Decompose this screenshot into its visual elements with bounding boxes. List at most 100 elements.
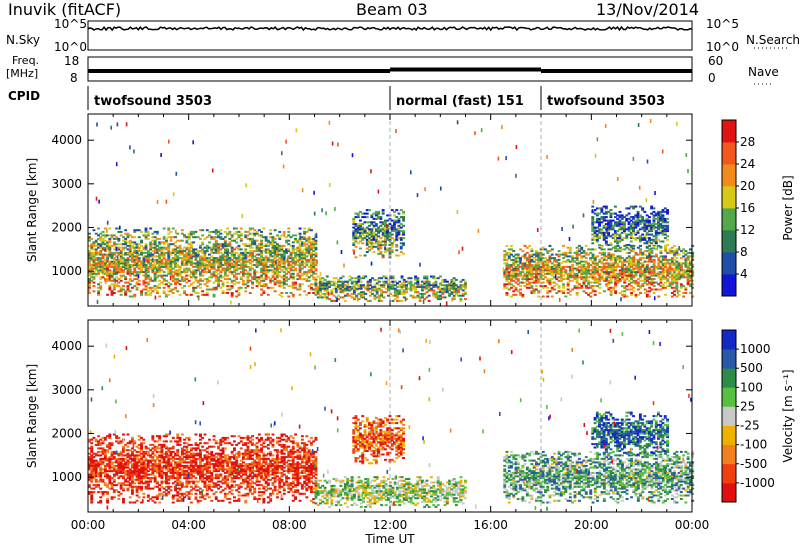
data-cell	[530, 260, 534, 263]
data-cell	[230, 272, 234, 275]
data-cell	[282, 255, 286, 258]
data-cell	[180, 258, 184, 261]
data-cell	[648, 276, 652, 279]
data-cell	[366, 289, 370, 292]
data-cell	[555, 264, 559, 267]
data-cell	[607, 264, 611, 267]
data-cell	[230, 246, 234, 249]
data-cell	[652, 258, 656, 261]
data-cell	[503, 253, 507, 256]
data-cell	[371, 285, 374, 288]
data-cell	[185, 262, 189, 265]
data-cell	[142, 248, 146, 251]
data-cell	[153, 258, 157, 261]
data-cell	[664, 269, 667, 272]
data-cell	[523, 253, 527, 256]
data-cell	[289, 269, 293, 272]
data-cell	[532, 269, 536, 272]
data-cell	[510, 278, 513, 281]
data-cell	[94, 258, 98, 261]
data-cell	[391, 294, 395, 297]
data-cell	[650, 271, 654, 274]
data-cell	[219, 262, 223, 265]
data-cell	[646, 159, 649, 164]
data-cell	[115, 267, 119, 270]
data-cell	[370, 245, 374, 248]
data-cell	[425, 278, 429, 281]
data-cell	[217, 260, 220, 263]
data-cell	[548, 244, 552, 247]
data-cell	[296, 272, 300, 275]
data-cell	[573, 267, 577, 270]
data-cell	[562, 278, 565, 281]
data-cell	[183, 257, 186, 260]
data-cell	[228, 288, 232, 291]
data-cell	[370, 230, 374, 233]
data-cell	[578, 283, 581, 286]
data-cell	[539, 257, 543, 260]
data-cell	[616, 258, 620, 261]
data-cell	[253, 239, 257, 242]
data-cell	[648, 283, 652, 286]
data-cell	[312, 288, 316, 291]
data-cell	[337, 287, 340, 290]
data-cell	[101, 234, 105, 237]
data-cell	[654, 212, 658, 215]
data-cell	[591, 221, 595, 224]
data-cell	[155, 271, 159, 274]
data-cell	[94, 443, 98, 446]
data-cell	[582, 272, 586, 275]
data-cell	[264, 278, 268, 281]
data-cell	[530, 292, 534, 294]
data-cell	[264, 250, 268, 253]
data-cell	[212, 264, 216, 267]
data-cell	[679, 257, 683, 260]
data-cell	[144, 267, 148, 270]
data-cell	[165, 241, 168, 244]
data-cell	[230, 300, 232, 305]
data-cell	[110, 292, 114, 294]
data-cell	[654, 240, 658, 243]
data-cell	[623, 271, 627, 274]
data-cell	[99, 278, 103, 281]
data-cell	[269, 269, 273, 272]
data-cell	[285, 267, 288, 270]
data-cell	[180, 262, 184, 265]
data-cell	[600, 216, 604, 219]
data-cell	[582, 279, 586, 282]
data-cell	[199, 229, 202, 232]
data-cell	[101, 267, 105, 270]
data-cell	[584, 251, 588, 254]
data-cell	[386, 235, 390, 238]
data-cell	[88, 274, 91, 277]
data-cell	[589, 274, 593, 277]
data-cell	[402, 284, 406, 287]
data-cell	[477, 228, 480, 233]
data-cell	[294, 257, 297, 260]
data-cell	[276, 265, 279, 268]
data-cell	[399, 216, 403, 219]
data-cell	[384, 235, 387, 238]
data-cell	[582, 283, 586, 286]
data-cell	[575, 274, 579, 277]
data-cell	[300, 250, 304, 253]
data-cell	[411, 285, 415, 288]
data-cell	[171, 271, 175, 274]
data-cell	[677, 265, 681, 268]
data-cell	[614, 267, 618, 270]
data-cell	[353, 296, 356, 299]
data-cell	[122, 248, 125, 251]
data-cell	[187, 251, 191, 254]
data-cell	[614, 278, 618, 281]
data-cell	[594, 153, 597, 158]
data-cell	[90, 475, 94, 478]
data-cell	[652, 210, 656, 213]
data-cell	[645, 240, 649, 243]
data-cell	[535, 253, 538, 256]
data-cell	[151, 286, 155, 289]
data-cell	[112, 248, 116, 251]
data-cell	[214, 257, 218, 260]
data-cell	[99, 265, 103, 268]
data-cell	[124, 267, 128, 270]
data-cell	[512, 271, 516, 274]
